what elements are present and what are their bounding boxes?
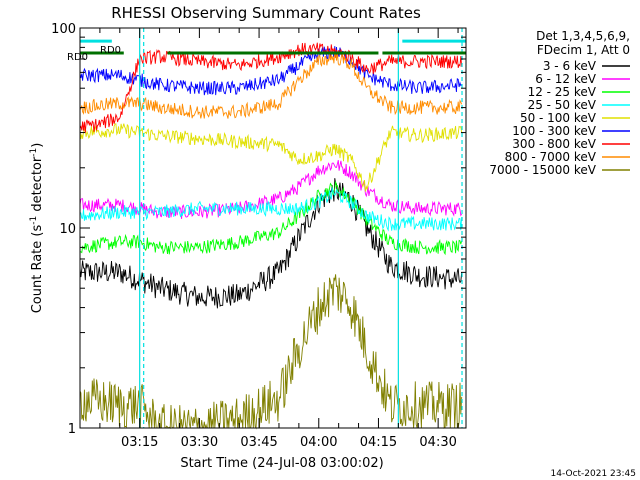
annotation-label: RD0: [100, 45, 121, 56]
series-layer: [79, 42, 463, 430]
chart-title: RHESSI Observing Summary Count Rates: [111, 4, 421, 22]
y-axis-label-sup: -1: [29, 216, 39, 225]
x-tick-label: 04:00: [300, 435, 337, 450]
y-tick-label: 100: [51, 22, 76, 37]
x-tick-label: 03:30: [181, 435, 218, 450]
series-line: [79, 274, 463, 430]
axis-layer: 1 10 100 03:15 03:30 03:45 04:00 04:15 04:30: [51, 22, 466, 450]
y-tick-label: 1: [68, 422, 76, 437]
legend-entry-label: 25 - 50 keV: [528, 98, 597, 112]
legend-entry-label: 12 - 25 keV: [528, 85, 597, 99]
plot-frame: [79, 27, 467, 429]
y-axis-label: Count Rate (s-1 detector-1): [29, 143, 45, 314]
legend-header-decimation: FDecim 1, Att 0: [537, 43, 630, 57]
legend-entry-label: 800 - 7000 keV: [505, 150, 597, 164]
legend-entry-label: 100 - 300 keV: [512, 124, 596, 138]
y-axis-label-main: Count Rate (s: [30, 225, 45, 314]
legend-entry-label: 3 - 6 keV: [543, 59, 597, 73]
x-axis-label: Start Time (24-Jul-08 03:00:02): [180, 456, 383, 471]
series-line: [79, 42, 463, 133]
x-tick-label: 03:45: [240, 435, 277, 450]
x-tick-label: 04:30: [419, 435, 456, 450]
footer-date: 14-Oct-2021 23:45: [551, 469, 636, 479]
legend-entry-label: 50 - 100 keV: [520, 111, 597, 125]
legend-entry-label: 6 - 12 keV: [535, 72, 597, 86]
y-tick-label: 10: [59, 222, 76, 237]
y-axis-label-tail: detector: [30, 156, 45, 216]
legend-header-detectors: Det 1,3,4,5,6,9,: [536, 29, 630, 43]
y-axis-label-end: ): [30, 143, 45, 148]
annotation-label: RD0: [67, 52, 88, 63]
x-tick-label: 03:15: [121, 435, 158, 450]
legend-entry-label: 300 - 800 keV: [512, 137, 596, 151]
legend: Det 1,3,4,5,6,9, FDecim 1, Att 0 3 - 6 k…: [489, 29, 630, 177]
x-tick-label: 04:15: [360, 435, 397, 450]
series-line: [79, 123, 463, 192]
annotation-layer: RD0 RD0: [67, 28, 466, 428]
series-line: [79, 181, 463, 256]
y-axis-label-sup-2: -1: [29, 148, 39, 157]
legend-entry-label: 7000 - 15000 keV: [489, 163, 596, 177]
